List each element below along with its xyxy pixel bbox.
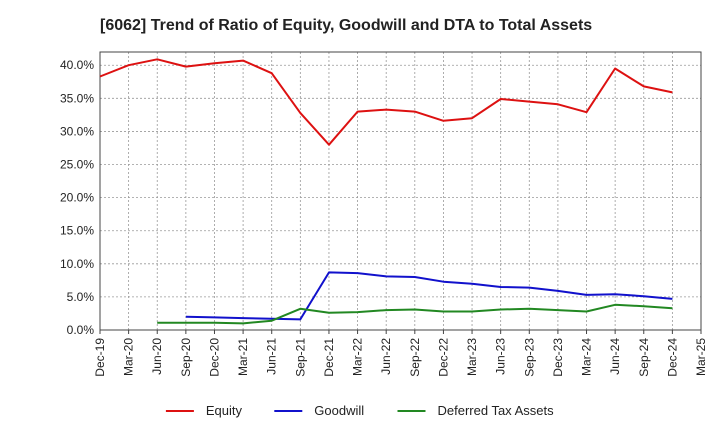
x-tick-label: Jun-20: [150, 338, 164, 375]
x-tick-label: Mar-21: [236, 338, 250, 376]
x-tick-label: Dec-20: [207, 338, 221, 377]
chart-title: [6062] Trend of Ratio of Equity, Goodwil…: [100, 17, 592, 34]
x-tick-label: Sep-21: [293, 338, 307, 377]
grid-layer: [100, 52, 701, 330]
series-layer: [99, 58, 673, 325]
series-line-equity: [99, 58, 673, 146]
legend-label: Deferred Tax Assets: [438, 403, 555, 418]
x-tick-label: Sep-20: [179, 338, 193, 377]
y-tick-label: 10.0%: [60, 257, 94, 271]
x-tick-label: Mar-25: [694, 338, 708, 376]
x-tick-label: Mar-20: [122, 338, 136, 376]
x-tick-label: Jun-21: [265, 338, 279, 375]
y-tick-label: 15.0%: [60, 224, 94, 238]
y-tick-label: 40.0%: [60, 58, 94, 72]
x-tick-label: Dec-22: [436, 338, 450, 377]
x-tick-label: Sep-23: [522, 338, 536, 377]
x-tick-label: Jun-22: [379, 338, 393, 375]
legend-label: Equity: [206, 403, 243, 418]
legend-label: Goodwill: [314, 403, 364, 418]
x-tick-label: Dec-21: [322, 338, 336, 377]
series-line-goodwill: [185, 271, 673, 321]
y-tick-label: 5.0%: [67, 290, 95, 304]
x-tick-label: Dec-19: [93, 338, 107, 377]
plot-frame: [99, 51, 702, 331]
x-tick-label: Sep-24: [637, 338, 651, 377]
x-tick-label: Dec-24: [665, 338, 679, 377]
x-tick-label: Mar-22: [351, 338, 365, 376]
x-tick-label: Jun-23: [494, 338, 508, 375]
series-line-deferred-tax-assets: [157, 303, 673, 325]
y-tick-label: 25.0%: [60, 158, 94, 172]
legend: Equity Goodwill Deferred Tax Assets: [165, 403, 555, 418]
x-tick-label: Sep-22: [408, 338, 422, 377]
y-tick-label: 30.0%: [60, 124, 94, 138]
y-tick-label: 20.0%: [60, 191, 94, 205]
y-tick-label: 0.0%: [67, 323, 95, 337]
x-tick-label: Dec-23: [551, 338, 565, 377]
x-tick-label: Mar-23: [465, 338, 479, 376]
y-tick-label: 35.0%: [60, 91, 94, 105]
x-tick-label: Mar-24: [580, 338, 594, 376]
x-tick-label: Jun-24: [608, 338, 622, 375]
axis-layer: 0.0% 5.0% 10.0% 15.0% 20.0% 25.0% 30.0% 35.0% 40…: [60, 51, 708, 377]
